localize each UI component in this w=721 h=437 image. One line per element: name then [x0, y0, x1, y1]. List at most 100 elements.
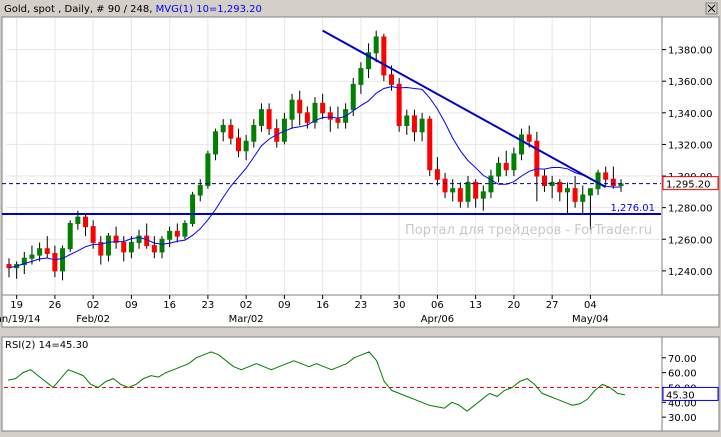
candle-body [496, 162, 502, 177]
y-tick-label: 1,240.00 [668, 267, 713, 278]
y-tick-label: 1,360.00 [668, 77, 713, 88]
price-axis-area[interactable] [661, 16, 720, 296]
x-tick-label: 16 [316, 300, 329, 311]
candle-body [182, 222, 188, 237]
candle-body [128, 241, 134, 253]
candle-body [29, 254, 35, 259]
candle-body [534, 140, 540, 177]
candle-body [228, 124, 234, 139]
candle-body [136, 235, 142, 243]
rsi-title: RSI(2) 14=45.30 [5, 340, 88, 351]
x-tick-label: 19 [10, 300, 23, 311]
candle-body [213, 131, 219, 155]
candle-body [366, 52, 372, 70]
candle-body [603, 172, 609, 180]
candle-body [450, 188, 456, 193]
current-price-box [662, 176, 719, 191]
candle-body [542, 175, 547, 187]
candle-body [21, 257, 27, 266]
x-tick-label: 02 [87, 300, 100, 311]
candle-body [266, 109, 272, 130]
x-tick-label: 30 [393, 300, 406, 311]
price-grid [6, 18, 660, 293]
candle-body [60, 248, 66, 272]
rsi-y-tick-label: 70.00 [668, 354, 697, 365]
x-tick-label: 23 [202, 300, 215, 311]
x-tick-label: 02 [240, 300, 253, 311]
candle-body [67, 222, 73, 250]
x-tick-label: 27 [546, 300, 559, 311]
candle-body [6, 264, 12, 269]
candle-body [144, 235, 150, 247]
candle-body [236, 137, 241, 152]
candle-body [243, 140, 249, 152]
candle-body [511, 153, 517, 171]
candle-body [465, 181, 471, 202]
x-month-label: Jan/19/14 [0, 314, 40, 325]
rsi-y-tick-label: 60.00 [668, 369, 697, 380]
candle-body [75, 216, 81, 224]
x-tick-label: 06 [431, 300, 444, 311]
candle-body [358, 68, 364, 85]
candle-body [52, 252, 58, 272]
candle-body [190, 194, 196, 224]
support-label: 1,276.01 [610, 203, 655, 214]
candle-body [587, 188, 593, 196]
candle-body [503, 162, 509, 171]
close-icon[interactable] [705, 2, 718, 15]
x-month-label: Apr/06 [421, 314, 454, 325]
current-price-label: 1,295.20 [666, 180, 711, 191]
candle-body [174, 230, 180, 237]
candle-body [396, 83, 402, 126]
candle-body [595, 172, 601, 190]
candle-body [151, 245, 157, 253]
candle-body [304, 112, 310, 123]
x-tick-label: 04 [584, 300, 597, 311]
x-month-label: May/04 [572, 314, 609, 325]
candle-body [105, 235, 111, 256]
candle-body [205, 153, 211, 187]
candle-body [473, 181, 479, 199]
x-tick-label: 16 [163, 300, 176, 311]
candle-body [289, 99, 295, 120]
price-axis: 1,240.001,260.001,280.001,300.001,320.00… [662, 46, 719, 278]
candle-body [557, 181, 563, 193]
candle-body [37, 248, 43, 256]
x-tick-label: 13 [469, 300, 482, 311]
candle-body [427, 118, 433, 171]
ma-line [8, 86, 622, 269]
overlays: 1,276.01 [2, 29, 661, 215]
candle-body [419, 118, 425, 133]
header-symbol: Gold, spot [4, 4, 55, 15]
rsi-y-tick-label: 30.00 [668, 413, 697, 424]
x-tick-label: 20 [508, 300, 521, 311]
x-tick-label: 23 [355, 300, 368, 311]
x-month-label: Feb/02 [76, 314, 110, 325]
candle-body [572, 188, 578, 202]
y-tick-label: 1,320.00 [668, 140, 713, 151]
rsi-axis-area[interactable] [661, 336, 720, 432]
candle-body [251, 124, 257, 142]
rsi-value-box [662, 386, 719, 401]
trend-line [322, 29, 607, 188]
rsi-y-tick-label: 40.00 [668, 398, 697, 409]
candle-body [480, 191, 486, 199]
header-period: Daily [65, 4, 90, 15]
candle-body [312, 102, 318, 123]
y-tick-label: 1,260.00 [668, 235, 713, 246]
candle-body [320, 102, 326, 114]
candle-body [113, 235, 119, 243]
candle-body [44, 248, 50, 254]
candle-body [404, 115, 410, 126]
header-indicator: MVG(1) 10=1,293.20 [156, 4, 262, 15]
y-tick-label: 1,340.00 [668, 109, 713, 120]
candles [6, 30, 624, 281]
rsi-line [7, 351, 626, 412]
rsi-plot-area[interactable] [1, 336, 663, 432]
candle-body [373, 36, 379, 54]
rsi-value-label: 45.30 [666, 390, 695, 401]
x-tick-label: 26 [49, 300, 62, 311]
candle-body [98, 241, 104, 256]
